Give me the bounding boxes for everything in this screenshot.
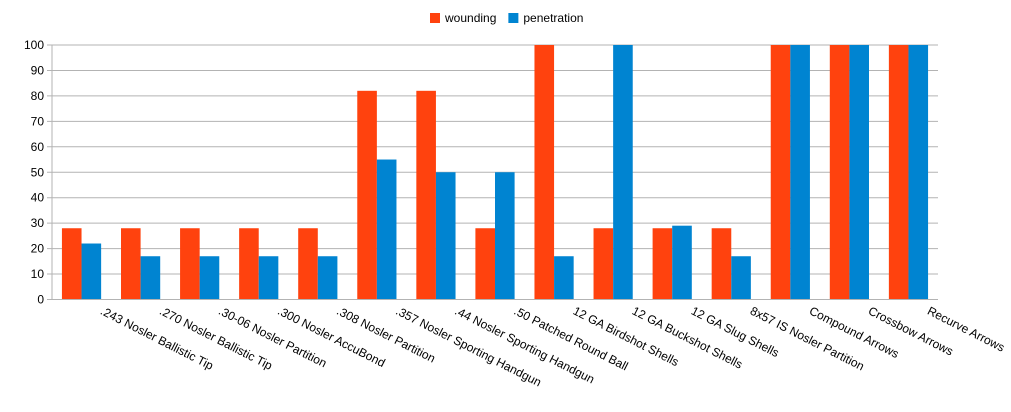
y-tick-label: 50 <box>31 165 45 179</box>
x-tick-label: .243 Nosler Ballistic Tip <box>98 304 216 373</box>
y-tick-label: 100 <box>24 38 44 52</box>
bar-wounding <box>829 45 850 300</box>
bar-wounding <box>770 45 791 300</box>
bar-penetration <box>140 256 161 300</box>
y-tick-label: 0 <box>37 293 44 307</box>
legend: wounding penetration <box>430 11 583 25</box>
y-tick-label: 70 <box>31 114 45 128</box>
y-tick-label: 40 <box>31 191 45 205</box>
bar-wounding <box>534 45 555 300</box>
bar-penetration <box>849 45 869 300</box>
bar-wounding <box>652 228 673 300</box>
y-tick-labels: 0 10 20 30 40 50 60 70 80 90 100 <box>24 38 44 307</box>
y-tick-label: 10 <box>31 267 45 281</box>
bar-wounding <box>180 228 200 300</box>
x-tick-label: 12 GA Buckshot Shells <box>630 304 745 372</box>
bar-penetration <box>554 256 574 300</box>
y-tick-label: 60 <box>31 140 45 154</box>
bar-penetration <box>435 172 456 300</box>
legend-swatch-wounding <box>430 13 440 23</box>
bar-wounding <box>239 228 259 300</box>
y-tick-label: 20 <box>31 242 45 256</box>
bar-wounding <box>416 90 436 300</box>
bar-penetration <box>495 172 515 300</box>
bar-wounding <box>357 90 377 300</box>
x-tick-label: .300 Nosler AccuBond <box>275 304 387 370</box>
bar-wounding <box>888 45 909 300</box>
bar-penetration <box>613 45 633 300</box>
legend-swatch-penetration <box>508 13 519 23</box>
legend-label-penetration: penetration <box>523 11 583 25</box>
axes <box>51 45 938 300</box>
y-tick-label: 30 <box>31 216 45 230</box>
bar-penetration <box>731 256 751 300</box>
x-tick-labels: .243 Nosler Ballistic Tip.270 Nosler Bal… <box>98 304 1007 390</box>
bar-wounding <box>711 228 732 300</box>
y-tick-label: 90 <box>31 63 45 77</box>
bar-penetration <box>199 256 220 300</box>
bars <box>61 45 929 300</box>
bar-wounding <box>61 228 82 300</box>
x-tick-label: .270 Nosler Ballistic Tip <box>157 304 275 373</box>
legend-label-wounding: wounding <box>444 11 496 25</box>
bar-penetration <box>317 256 338 300</box>
bar-wounding <box>475 228 495 300</box>
bar-wounding <box>593 228 614 300</box>
bar-wounding <box>298 228 318 300</box>
bar-penetration <box>908 45 929 300</box>
bar-penetration <box>81 243 102 300</box>
bar-penetration <box>790 45 810 300</box>
bar-penetration <box>258 256 279 300</box>
y-tick-label: 80 <box>31 89 45 103</box>
bar-penetration <box>672 225 692 300</box>
bar-wounding <box>121 228 141 300</box>
bar-penetration <box>376 159 397 300</box>
